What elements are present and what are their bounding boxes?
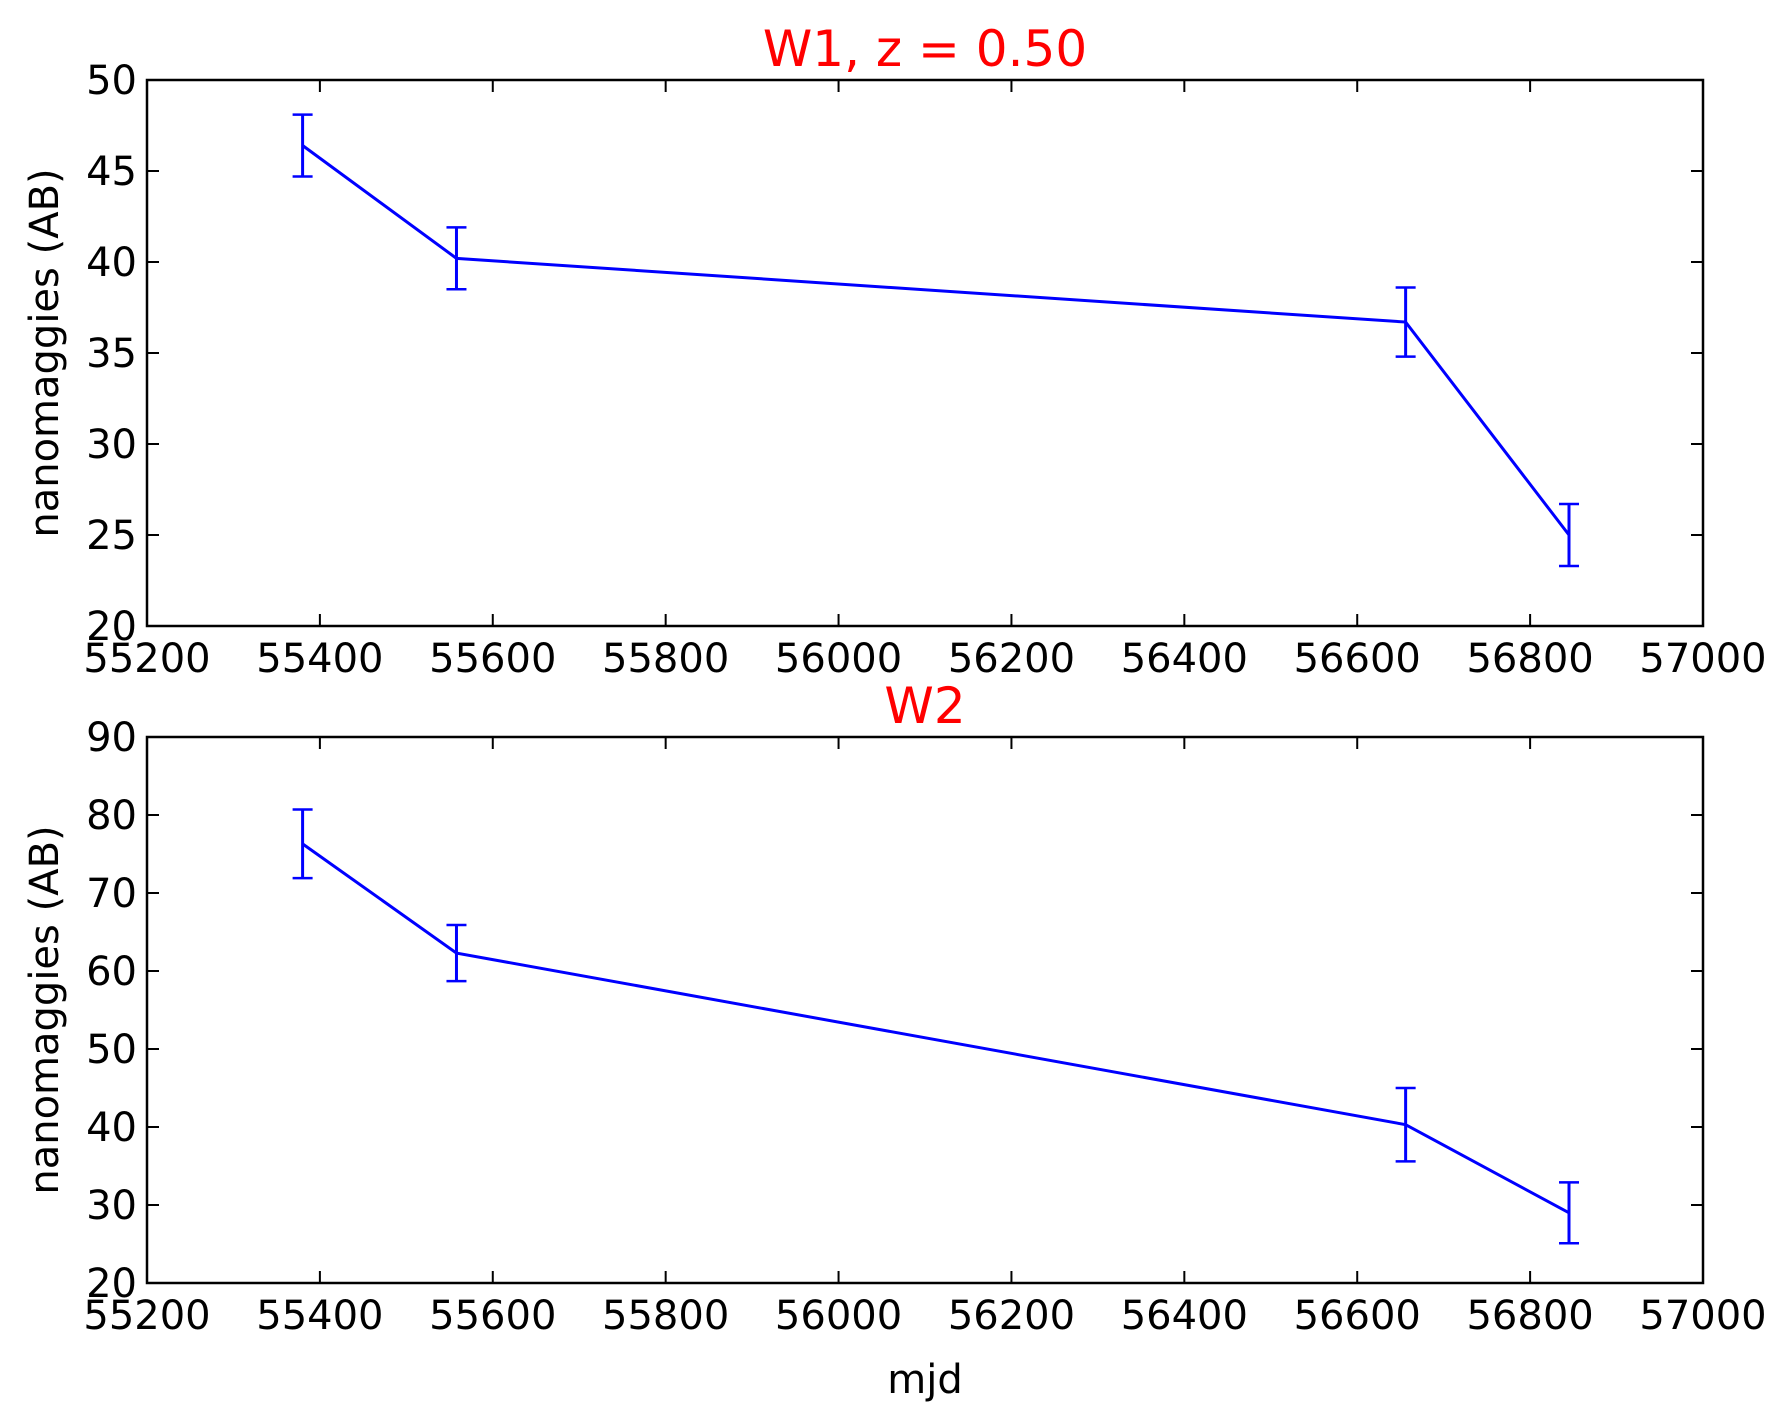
w1-y-tick-label: 30	[86, 422, 137, 468]
w2-plot-frame	[145, 735, 1705, 1285]
w2-y-tick-label: 70	[86, 871, 137, 917]
w2-y-tick-label: 90	[86, 715, 137, 761]
w2-series-line	[301, 842, 1570, 1215]
w1-y-tick-label: 25	[86, 513, 137, 559]
w1-plot-frame	[145, 78, 1705, 628]
w1-y-tick-label: 35	[86, 331, 137, 377]
w1-x-tick-label: 56000	[775, 636, 902, 682]
w1-x-tick-label: 55600	[429, 636, 556, 682]
w2-y-tick-label: 20	[86, 1261, 137, 1307]
w2-x-tick-label: 56600	[1294, 1293, 1421, 1339]
w1-x-tick-label: 56400	[1121, 636, 1248, 682]
w1-x-tick-label: 56200	[948, 636, 1075, 682]
w1-y-tick-label: 20	[86, 604, 137, 650]
w2-x-tick-label: 57000	[1639, 1293, 1766, 1339]
w2-y-axis-label: nanomaggies (AB)	[22, 825, 68, 1194]
w1-series-line	[301, 144, 1571, 536]
w1-chart-title: W1, z = 0.50	[763, 20, 1087, 78]
w1-y-tick-label: 40	[86, 240, 137, 286]
w1-chart: 55200 55400 55600 55800 56000 56200 56400 56600…	[22, 20, 1767, 682]
w2-y-tick-label: 50	[86, 1027, 137, 1073]
w1-y-tick-label: 45	[86, 149, 137, 195]
w2-x-tick-label: 55400	[256, 1293, 383, 1339]
w2-x-tick-label: 55600	[429, 1293, 556, 1339]
w2-x-tick-label: 56200	[948, 1293, 1075, 1339]
w1-x-tick-label: 57000	[1639, 636, 1766, 682]
w1-x-tick-label: 55800	[602, 636, 729, 682]
w2-chart: 55200 55400 55600 55800 56000 56200 56400 56600…	[22, 677, 1767, 1403]
w1-y-tick-label: 50	[86, 58, 137, 104]
w2-chart-title: W2	[884, 677, 965, 735]
w2-x-tick-label: 56400	[1121, 1293, 1248, 1339]
w1-y-axis-label: nanomaggies (AB)	[22, 168, 68, 537]
w2-x-tick-label: 55200	[83, 1293, 210, 1339]
w2-x-axis-label: mjd	[887, 1357, 962, 1403]
w2-y-tick-label: 30	[86, 1183, 137, 1229]
w2-y-tick-label: 60	[86, 949, 137, 995]
w2-y-tick-label: 80	[86, 793, 137, 839]
w2-y-tick-label: 40	[86, 1105, 137, 1151]
w1-x-tick-label: 55200	[83, 636, 210, 682]
w1-x-tick-label: 56800	[1466, 636, 1593, 682]
w1-x-tick-label: 55400	[256, 636, 383, 682]
w2-x-tick-label: 56800	[1466, 1293, 1593, 1339]
w2-x-tick-label: 56000	[775, 1293, 902, 1339]
w2-x-tick-label: 55800	[602, 1293, 729, 1339]
w1-x-tick-label: 56600	[1294, 636, 1421, 682]
